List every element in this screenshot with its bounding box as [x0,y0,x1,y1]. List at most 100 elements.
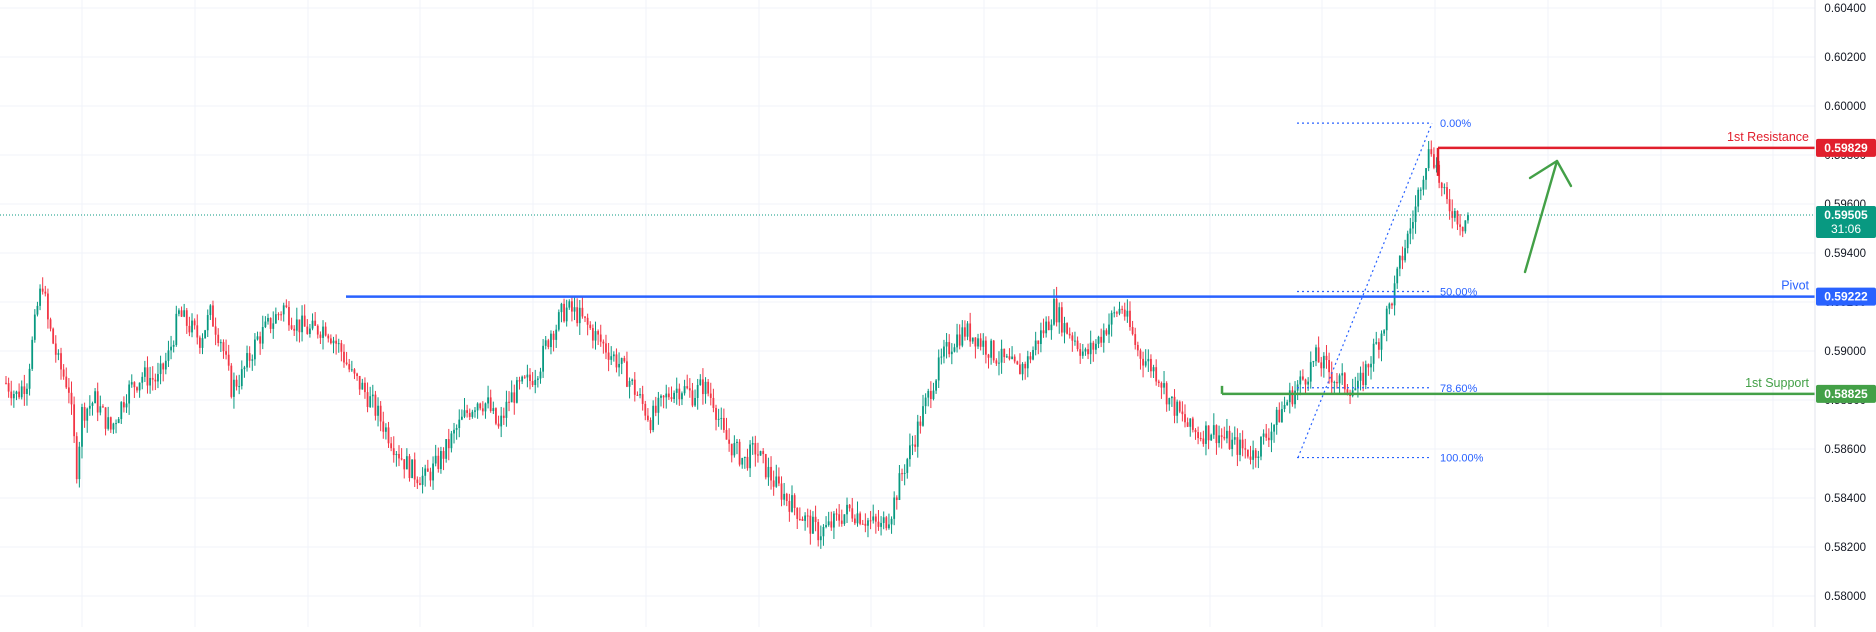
candle [1362,361,1365,392]
candle [974,337,977,359]
candle [730,443,733,463]
candle [1265,423,1268,441]
candle [932,382,935,401]
candle [335,334,338,355]
candle [109,416,112,433]
candle [1176,399,1179,424]
candlestick-series [5,140,1469,549]
candle [1097,335,1100,349]
candle [280,311,282,321]
candle [754,435,757,467]
candle [1076,336,1079,352]
candle [610,346,613,366]
candle [1223,426,1226,441]
candle [1451,199,1454,229]
candle [1155,359,1158,386]
candle [806,508,809,528]
candle [861,519,864,525]
candle [185,307,188,334]
candle [1425,167,1427,190]
candle [366,382,369,413]
candle [796,507,799,529]
candle [1385,305,1388,342]
candle [133,381,136,398]
candle [1205,421,1207,456]
candle [476,402,479,419]
candle [798,507,801,521]
candle [502,407,505,425]
candle [324,322,327,337]
fibonacci-retracement[interactable]: 0.00%50.00%78.60%100.00% [1297,118,1484,465]
candle [859,511,862,526]
candle [1246,449,1249,459]
candle [371,384,374,408]
candle [1239,432,1241,462]
candle [578,300,581,335]
candle [88,395,91,416]
candle [654,396,657,417]
candle [136,386,138,393]
candle [115,419,117,434]
candle [314,312,317,326]
candle [1322,352,1325,378]
candle [631,378,634,385]
candle [709,382,712,406]
candle [358,375,361,395]
candle [1330,361,1333,394]
candle [1396,266,1399,289]
candle [337,338,340,353]
candle [940,348,943,365]
fib-trend-line[interactable] [1297,122,1433,458]
candle [505,390,508,427]
price-axis[interactable]: 0.604000.602000.600000.598000.596000.594… [1814,0,1866,627]
candle [364,377,366,399]
candle [1372,338,1375,372]
candle [1406,230,1409,254]
candle [382,411,385,439]
candle [550,330,552,355]
candle [57,349,60,361]
candle [1459,214,1461,236]
candle [123,396,125,413]
candle [827,511,830,527]
candle [935,378,937,394]
support-price: 0.58825 [1824,387,1868,401]
candle [785,492,788,507]
candle [479,402,482,411]
candle [235,375,238,391]
candle [429,467,432,487]
candle [94,388,96,404]
candle [1115,310,1118,318]
candle [667,387,670,400]
candle [172,340,175,353]
candle [295,307,298,342]
candle [686,374,689,390]
candle [979,333,982,351]
candle [961,320,964,348]
candle [1226,418,1228,444]
candle [882,511,885,530]
candle [1113,306,1116,318]
candle [547,338,550,350]
candle [1367,363,1370,376]
candle [696,378,699,410]
candle [233,372,235,409]
candle [248,346,251,368]
candle [340,340,343,362]
candle [60,347,62,380]
candle [390,436,393,452]
candle [138,382,141,398]
candle [607,342,610,372]
candle [183,303,186,318]
candle [589,321,592,330]
candle [141,372,144,390]
price-tick-label: 0.59000 [1824,346,1866,358]
candle [277,312,280,321]
candle [958,324,961,350]
candle [178,308,180,317]
candle [675,377,678,405]
candle [825,516,827,529]
price-tick-label: 0.59400 [1824,248,1866,260]
